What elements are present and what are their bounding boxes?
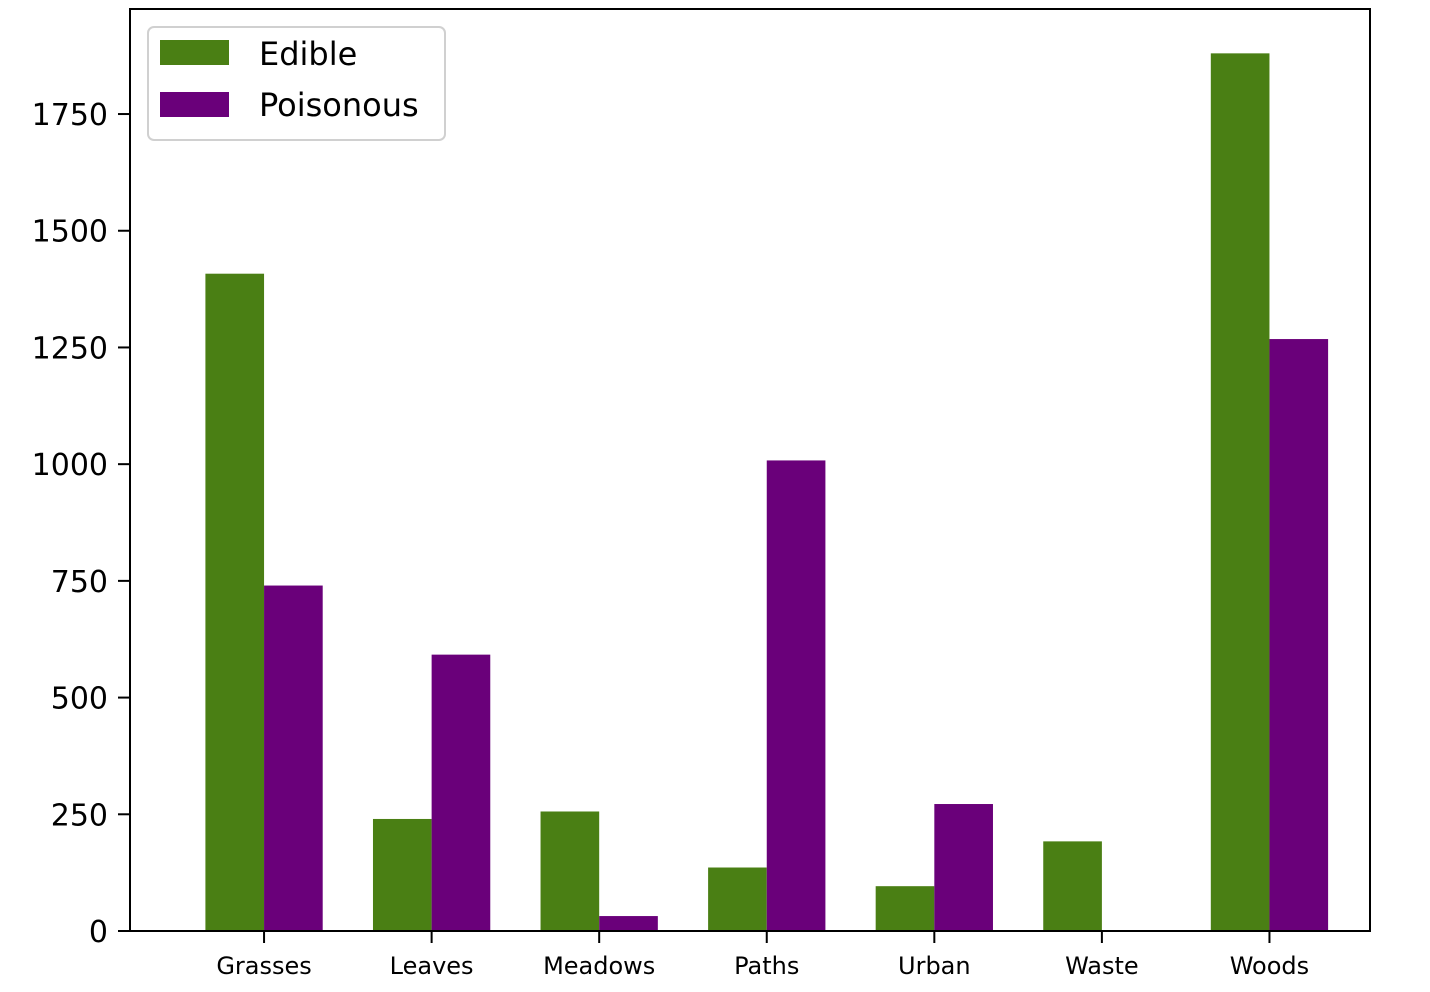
bar-poisonous-grasses [264, 585, 323, 931]
bar-edible-urban [875, 886, 935, 931]
y-tick-label: 750 [51, 565, 108, 600]
legend: Edible Poisonous [147, 26, 446, 141]
y-tick-label: 500 [51, 682, 108, 717]
x-tick-label-woods: Woods [1230, 952, 1309, 980]
x-tick-label-waste: Waste [1065, 952, 1139, 980]
x-tick-label-meadows: Meadows [543, 952, 655, 980]
bars-layer [205, 53, 1329, 932]
y-tick-label: 250 [51, 798, 108, 833]
x-tick-label-paths: Paths [734, 952, 799, 980]
x-tick-label-urban: Urban [898, 952, 971, 980]
legend-label-edible: Edible [259, 35, 357, 73]
x-axis: Grasses Leaves Meadows Paths Urban Waste Woods [216, 931, 1309, 980]
plot-frame [129, 8, 1371, 932]
legend-swatch-poisonous [160, 92, 229, 117]
bar-edible-waste [1043, 841, 1102, 931]
y-tick-label: 1750 [32, 98, 108, 133]
bar-poisonous-urban [934, 804, 993, 931]
bar-edible-meadows [540, 811, 600, 931]
legend-swatch-edible [160, 40, 229, 65]
bar-edible-woods [1210, 53, 1270, 931]
y-tick-label: 1000 [32, 448, 108, 483]
legend-label-poisonous: Poisonous [259, 86, 419, 124]
bar-poisonous-paths [766, 460, 826, 931]
bar-edible-paths [708, 867, 767, 931]
bar-edible-grasses [205, 273, 265, 932]
y-tick-label: 1500 [32, 215, 108, 250]
x-tick-label-grasses: Grasses [216, 952, 311, 980]
y-tick-label: 1250 [32, 331, 108, 366]
y-tick-label: 0 [89, 915, 108, 950]
x-tick-label-leaves: Leaves [390, 952, 474, 980]
y-axis: 0 250 500 750 1000 1250 1500 1750 [32, 98, 130, 950]
bar-poisonous-leaves [431, 654, 491, 931]
bar-edible-leaves [372, 818, 432, 931]
bar-poisonous-meadows [599, 916, 658, 931]
bar-poisonous-woods [1269, 339, 1329, 931]
